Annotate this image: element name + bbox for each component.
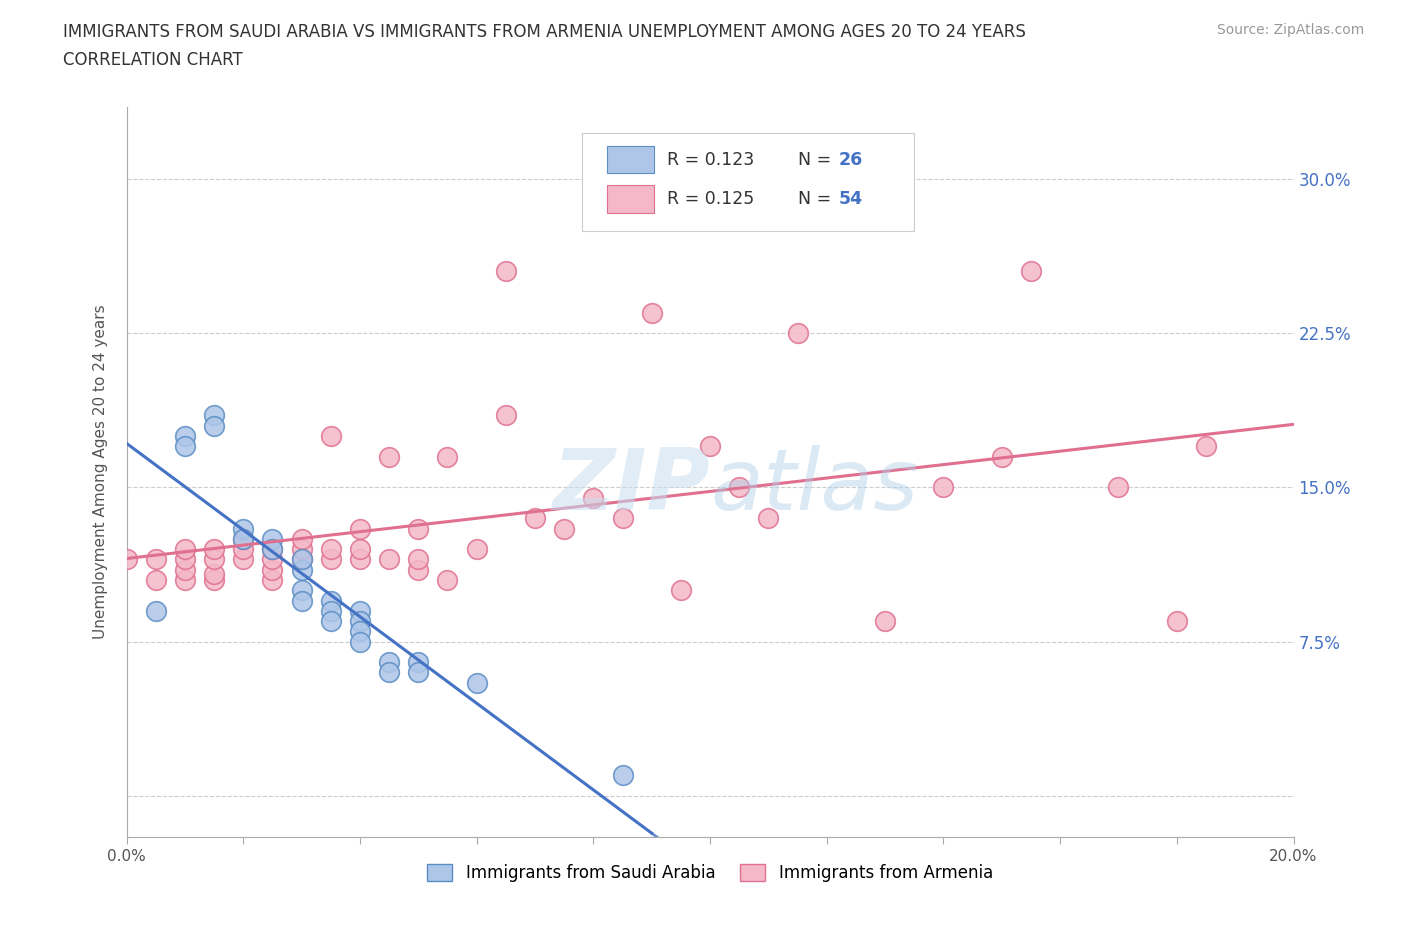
Point xyxy=(640,305,664,320)
Point xyxy=(1108,480,1130,495)
Text: R = 0.125: R = 0.125 xyxy=(666,190,754,208)
Point xyxy=(349,634,371,649)
Point xyxy=(378,551,401,566)
Point xyxy=(232,551,254,566)
Point xyxy=(669,583,692,598)
Point xyxy=(465,541,488,556)
Point xyxy=(202,566,225,581)
Point xyxy=(202,418,225,433)
Point xyxy=(145,604,167,618)
Point xyxy=(262,573,284,588)
Point xyxy=(728,480,751,495)
Point xyxy=(408,551,430,566)
Text: atlas: atlas xyxy=(710,445,918,528)
Point xyxy=(349,604,371,618)
Text: N =: N = xyxy=(797,190,831,208)
Point xyxy=(408,563,430,578)
Point xyxy=(319,614,342,629)
Point xyxy=(408,655,430,670)
Point xyxy=(202,551,225,566)
Point xyxy=(290,551,312,566)
Text: 26: 26 xyxy=(838,151,863,168)
Point xyxy=(1166,614,1188,629)
FancyBboxPatch shape xyxy=(607,185,654,213)
Point xyxy=(319,429,342,444)
Point xyxy=(495,264,517,279)
Point xyxy=(174,439,197,454)
Text: 54: 54 xyxy=(838,190,862,208)
Point xyxy=(174,563,197,578)
Point xyxy=(875,614,897,629)
Point xyxy=(349,614,371,629)
Point xyxy=(786,326,808,340)
Point xyxy=(699,439,721,454)
Point xyxy=(932,480,955,495)
Point xyxy=(553,521,575,536)
Point xyxy=(262,541,284,556)
Point xyxy=(174,541,197,556)
Point xyxy=(612,768,634,783)
Point xyxy=(495,408,517,423)
Point xyxy=(262,531,284,546)
Point xyxy=(319,593,342,608)
Point xyxy=(202,408,225,423)
Point xyxy=(349,521,371,536)
Point xyxy=(524,511,547,525)
Point xyxy=(202,541,225,556)
FancyBboxPatch shape xyxy=(582,132,914,231)
Point xyxy=(465,675,488,690)
Point xyxy=(262,541,284,556)
Point xyxy=(349,551,371,566)
Point xyxy=(262,551,284,566)
Point xyxy=(290,551,312,566)
Point xyxy=(378,665,401,680)
Text: IMMIGRANTS FROM SAUDI ARABIA VS IMMIGRANTS FROM ARMENIA UNEMPLOYMENT AMONG AGES : IMMIGRANTS FROM SAUDI ARABIA VS IMMIGRAN… xyxy=(63,23,1026,41)
Point xyxy=(436,449,458,464)
Point xyxy=(1195,439,1218,454)
Point xyxy=(1019,264,1042,279)
Y-axis label: Unemployment Among Ages 20 to 24 years: Unemployment Among Ages 20 to 24 years xyxy=(93,305,108,639)
Point xyxy=(612,511,634,525)
Point xyxy=(174,573,197,588)
Point xyxy=(145,573,167,588)
Text: N =: N = xyxy=(797,151,831,168)
Point xyxy=(349,624,371,639)
Point xyxy=(174,429,197,444)
Point xyxy=(232,541,254,556)
Point xyxy=(174,551,197,566)
Point xyxy=(756,511,779,525)
Point xyxy=(262,563,284,578)
Text: Source: ZipAtlas.com: Source: ZipAtlas.com xyxy=(1216,23,1364,37)
Point xyxy=(378,449,401,464)
Point xyxy=(290,541,312,556)
Point xyxy=(349,541,371,556)
Point xyxy=(290,583,312,598)
Point xyxy=(408,665,430,680)
Text: R = 0.123: R = 0.123 xyxy=(666,151,754,168)
Point xyxy=(408,521,430,536)
Point xyxy=(990,449,1012,464)
Point xyxy=(319,604,342,618)
Point xyxy=(319,551,342,566)
Point xyxy=(290,593,312,608)
FancyBboxPatch shape xyxy=(607,146,654,173)
Text: ZIP: ZIP xyxy=(553,445,710,528)
Point xyxy=(145,551,167,566)
Legend: Immigrants from Saudi Arabia, Immigrants from Armenia: Immigrants from Saudi Arabia, Immigrants… xyxy=(419,856,1001,891)
Point xyxy=(290,531,312,546)
Point xyxy=(290,563,312,578)
Point xyxy=(378,655,401,670)
Point xyxy=(582,490,605,505)
Point xyxy=(202,573,225,588)
Point xyxy=(115,551,138,566)
Point xyxy=(232,521,254,536)
Point xyxy=(319,541,342,556)
Text: CORRELATION CHART: CORRELATION CHART xyxy=(63,51,243,69)
Point xyxy=(232,531,254,546)
Point xyxy=(232,531,254,546)
Point xyxy=(436,573,458,588)
